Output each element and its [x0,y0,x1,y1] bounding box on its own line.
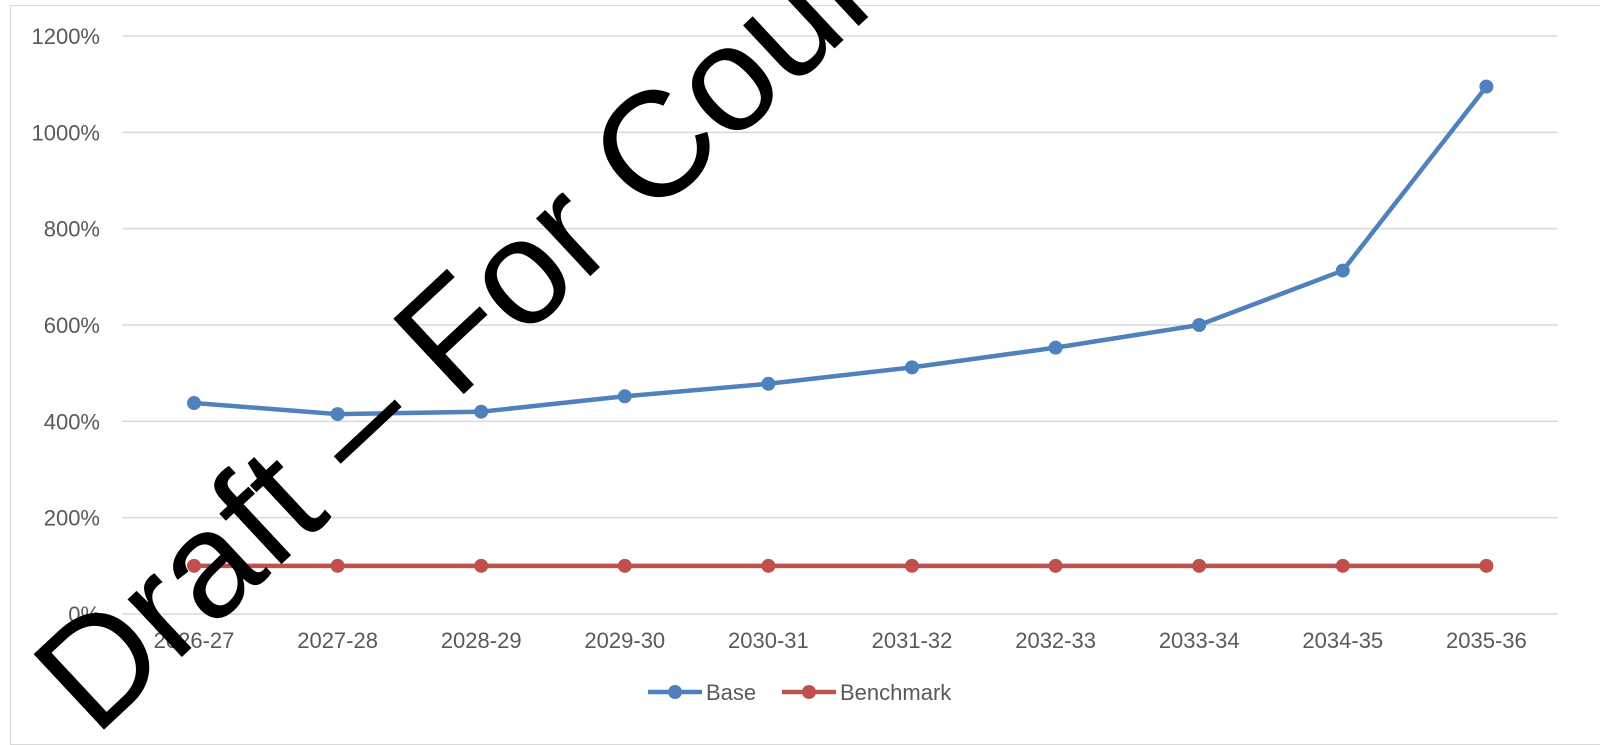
x-tick-label: 2032-33 [1015,628,1096,653]
legend: Base Benchmark [648,680,952,705]
data-point-base [905,360,919,375]
series-benchmark [187,558,1494,573]
y-tick-label: 600% [44,313,100,338]
data-point-benchmark [761,558,776,573]
data-point-base [1335,263,1350,278]
x-tick-label: 2026-27 [154,628,235,653]
legend-label: Benchmark [840,680,952,705]
data-point-base [330,407,345,422]
data-point-benchmark [617,558,632,573]
x-tick-label: 2031-32 [872,628,953,653]
y-tick-label: 400% [44,409,100,434]
legend-label: Base [706,680,756,705]
x-tick-label: 2033-34 [1159,628,1240,653]
data-point-benchmark [474,558,489,573]
data-point-benchmark [1335,558,1350,573]
x-axis-tick-labels: 2026-27 2027-28 2028-29 2029-30 2030-31 2031-… [154,628,1527,653]
data-point-base [1479,79,1494,94]
x-tick-label: 2028-29 [441,628,522,653]
x-tick-label: 2027-28 [297,628,378,653]
series-line-base [193,85,1489,417]
y-tick-label: 200% [44,506,100,531]
y-tick-label: 1200% [31,24,100,49]
data-point-base [187,396,201,411]
data-point-benchmark [1479,558,1494,573]
y-axis-tick-labels: 0% 200% 400% 600% 800% 1000% 1200% [31,24,100,627]
data-point-base [761,376,776,391]
data-point-base [1048,340,1063,355]
x-tick-label: 2030-31 [728,628,809,653]
series-layer [187,79,1494,573]
legend-swatch-marker [668,685,682,699]
data-point-base [474,404,489,419]
legend-swatch-marker [802,685,816,699]
gridlines [122,35,1558,615]
data-point-base [617,389,632,404]
x-tick-label: 2035-36 [1446,628,1527,653]
y-tick-label: 1000% [31,120,100,145]
data-point-benchmark [330,558,345,573]
legend-item-base: Base [648,680,756,705]
y-tick-label: 0% [68,602,100,627]
data-point-base [1192,318,1207,332]
data-point-benchmark [905,558,919,573]
legend-item-benchmark: Benchmark [782,680,952,705]
series-base [187,79,1494,422]
data-point-benchmark [187,558,201,573]
x-tick-label: 2029-30 [584,628,665,653]
y-tick-label: 800% [44,217,100,242]
x-tick-label: 2034-35 [1302,628,1383,653]
data-point-benchmark [1192,558,1207,573]
data-point-benchmark [1048,558,1063,573]
